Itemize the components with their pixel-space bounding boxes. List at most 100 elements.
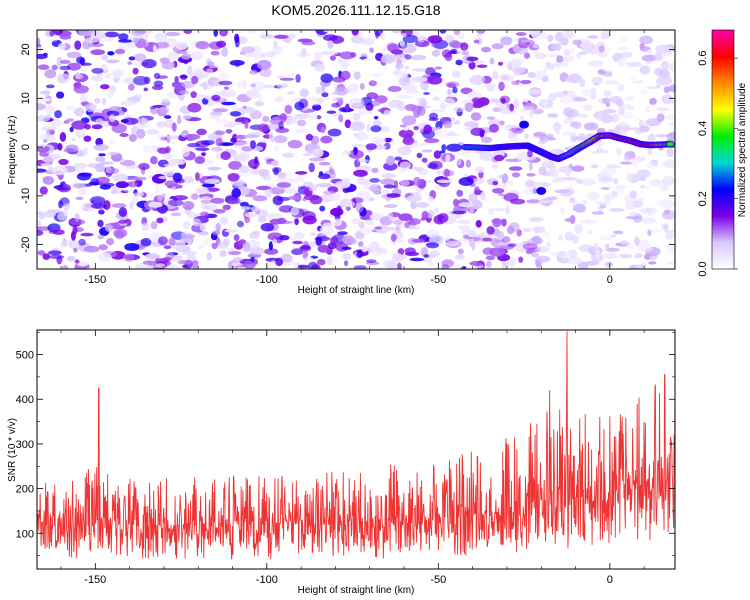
spectrogram-cell: [344, 119, 352, 129]
spectrogram-cell: [249, 231, 260, 239]
spectrogram-cell: [381, 173, 396, 179]
spectrogram-cell: [51, 166, 68, 176]
spectrogram-cell: [194, 156, 205, 165]
spectrogram-cell: [519, 115, 525, 120]
spectrogram-cell: [501, 218, 507, 227]
spectrogram-cell: [666, 132, 675, 142]
spectrogram-cell: [341, 150, 352, 156]
spectrogram-cell: [226, 247, 235, 252]
spectrogram-cell: [228, 199, 241, 205]
spectrogram-cell: [656, 107, 670, 112]
spectrogram-cell: [370, 125, 382, 133]
spectrogram-cell: [580, 178, 596, 187]
spectrogram-cell: [212, 230, 221, 236]
spectrogram-cell: [456, 157, 462, 166]
spectrogram-cell: [532, 43, 540, 49]
spectrogram-cell: [563, 177, 579, 181]
spectrogram-cell: [220, 151, 231, 161]
spectrogram-cell: [128, 133, 137, 142]
spectrogram-cell: [204, 178, 220, 184]
spectrogram-cell: [181, 55, 191, 60]
spectrogram-cell: [382, 103, 388, 108]
spectrogram-cell: [295, 74, 301, 83]
spectrogram-cell: [661, 94, 673, 104]
spectrogram-cell: [201, 139, 215, 146]
spectrogram-cell: [372, 120, 383, 126]
spectrogram-cell: [541, 98, 549, 108]
spectrogram-cell: [317, 173, 331, 180]
spectrogram-cell: [549, 62, 555, 70]
spectrogram-cell: [244, 106, 256, 115]
spectrogram-cell: [327, 256, 333, 265]
spectrogram-cell: [118, 39, 133, 43]
spectrogram-cell: [401, 32, 407, 38]
spectrogram-cell: [615, 184, 626, 190]
spectrogram-cell: [401, 84, 417, 92]
spectrogram-cell: [671, 100, 675, 105]
spectrogram-cell: [439, 150, 446, 154]
snr-x-tick-label: -150: [84, 574, 106, 586]
spectrogram-cell: [579, 41, 593, 52]
spectrogram-cell: [150, 156, 158, 165]
spectrogram-cell: [349, 121, 365, 131]
spectrogram-cell: [655, 134, 669, 138]
spectrogram-cell: [656, 113, 665, 122]
spectrogram-cell: [185, 175, 191, 178]
spectrogram-cell: [38, 134, 53, 140]
spectrogram-cell: [181, 147, 190, 157]
spectrogram-cell: [72, 183, 86, 189]
spectrogram-cell: [215, 138, 223, 147]
snr-y-tick-label: 100: [16, 528, 34, 540]
spectrogram-cell: [120, 100, 136, 106]
spectrogram-cell: [606, 165, 623, 169]
spectrogram-cell: [522, 243, 538, 251]
spectrogram-cell: [242, 242, 251, 252]
spectrogram-cell: [195, 147, 210, 152]
spectrogram-cell: [426, 209, 435, 219]
spectrogram-cell: [453, 30, 461, 36]
spectrogram-cell: [394, 156, 403, 161]
spectrogram-cell: [600, 186, 611, 190]
spectrogram-cell: [560, 207, 565, 214]
spectrogram-cell: [83, 146, 89, 156]
spectrogram-cell: [501, 236, 511, 244]
spectrogram-cell: [398, 213, 413, 222]
spectrogram-cell: [128, 181, 138, 188]
spectrogram-cell: [141, 59, 157, 69]
spectrogram-cell: [211, 94, 221, 101]
spectrogram-cell: [159, 106, 170, 114]
spectrogram-cell: [484, 83, 497, 88]
spectrogram-cell: [279, 77, 295, 81]
spectrogram-cell: [383, 184, 396, 189]
spectrogram-cell: [441, 263, 450, 269]
spectrogram-cell: [402, 34, 419, 44]
spectrogram-cell: [481, 136, 493, 144]
spectrogram-cell: [416, 152, 423, 159]
spectrogram-cell: [485, 255, 496, 261]
spectrogram-cell: [667, 229, 675, 233]
spectrogram-cell: [206, 252, 212, 261]
spectrogram-cell: [372, 189, 381, 194]
spectrogram-cell: [201, 237, 214, 247]
spectrogram-cell: [381, 189, 389, 194]
spectrogram-cell: [192, 260, 199, 269]
spectrogram-cell: [613, 230, 624, 235]
spectrogram-cell: [118, 219, 128, 224]
spectrogram-cell: [492, 181, 499, 186]
spectrogram-cell: [415, 40, 430, 48]
spectrogram-cell: [533, 131, 546, 137]
spectrogram-cell: [624, 96, 635, 101]
spectrogram-cell: [87, 43, 104, 47]
spectrogram-cell: [564, 231, 574, 241]
spectrogram-cell: [591, 211, 605, 215]
spectrogram-cell: [646, 161, 660, 169]
spectrogram-cell: [475, 220, 482, 228]
spectrogram-cell: [364, 219, 375, 226]
spectrogram-cell: [210, 50, 220, 56]
spectrogram-cell: [134, 53, 147, 62]
spectrogram-cell: [177, 260, 193, 265]
spectrogram-cell: [380, 32, 386, 40]
spectrogram-cell: [259, 67, 272, 78]
spectrogram-cell: [66, 51, 82, 59]
